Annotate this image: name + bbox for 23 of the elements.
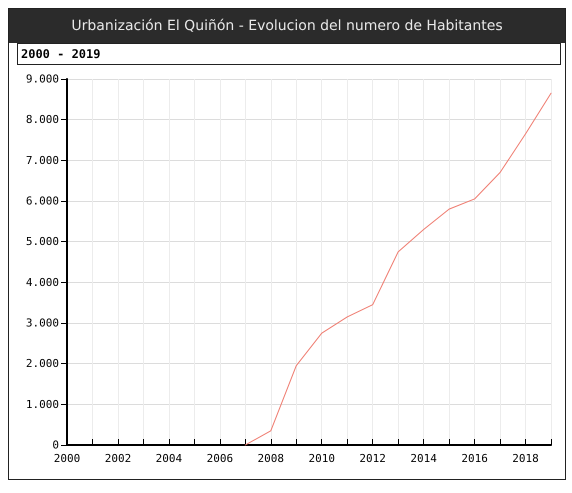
y-tick-label: 8.000: [26, 113, 59, 126]
chart-title: Urbanización El Quiñón - Evolucion del numero de Habitantes: [9, 9, 565, 43]
x-tick-label: 2012: [359, 452, 386, 465]
x-tick-label: 2002: [104, 452, 132, 465]
y-tick-label: 0: [52, 438, 59, 452]
x-tick-label: 2016: [461, 452, 488, 465]
line-series: [244, 92, 552, 446]
y-tick-label: 1.000: [26, 398, 59, 411]
x-tick-label: 2008: [258, 452, 284, 465]
y-tick-label: 4.000: [26, 276, 59, 289]
y-tick-label: 3.000: [26, 316, 59, 330]
x-tick-label: 2006: [206, 452, 234, 465]
y-tick-label: 2.000: [26, 357, 59, 370]
y-tick-label: 7.000: [26, 154, 59, 167]
x-tick-label: 2004: [156, 452, 183, 465]
chart-subtitle: 2000 - 2019: [17, 43, 561, 65]
x-tick-label: 2010: [308, 452, 335, 465]
x-tick-label: 2018: [512, 452, 539, 465]
x-tick-label: 2014: [410, 452, 438, 465]
y-tick-label: 6.000: [26, 194, 59, 208]
y-tick-label: 5.000: [26, 235, 59, 248]
y-tick-label: 9.000: [26, 72, 59, 86]
x-tick-label: 2000: [54, 452, 80, 465]
